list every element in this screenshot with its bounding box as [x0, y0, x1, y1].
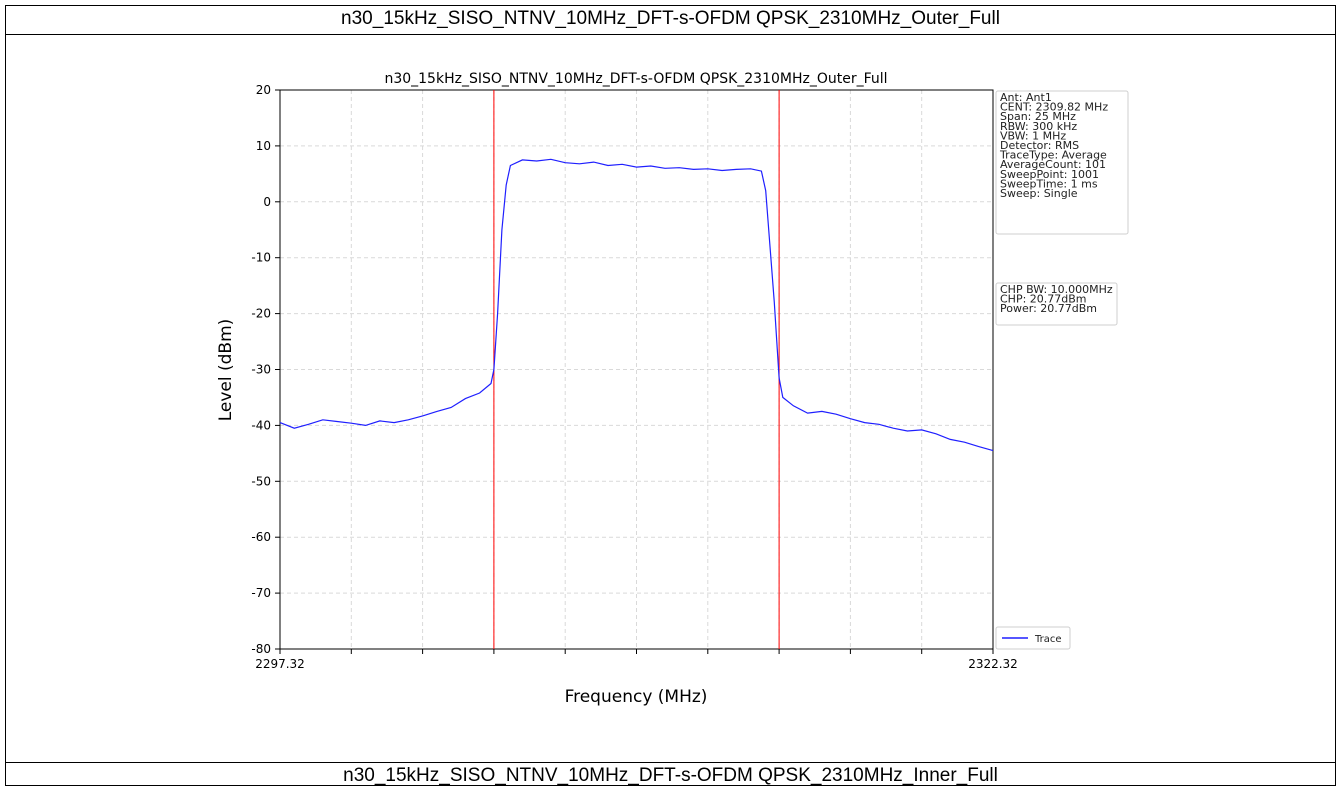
info-box-line: Sweep: Single [1000, 187, 1078, 200]
x-axis-label: Frequency (MHz) [565, 687, 708, 707]
info-box-line: RBW: 300 kHz [1000, 120, 1077, 133]
info-box-line: AverageCount: 101 [1000, 158, 1106, 171]
y-tick-label: -10 [251, 251, 271, 265]
info-box-line: VBW: 1 MHz [1000, 129, 1066, 142]
power-box-line: CHP: 20.77dBm [1000, 293, 1087, 306]
y-tick-label: -50 [251, 474, 271, 488]
info-box-line: SweepPoint: 1001 [1000, 168, 1099, 181]
legend-label: Trace [1034, 634, 1062, 645]
y-tick-label: 10 [256, 139, 271, 153]
info-box-line: Detector: RMS [1000, 139, 1079, 152]
power-box-line: CHP BW: 10.000MHz [1000, 283, 1113, 296]
info-box-line: SweepTime: 1 ms [1000, 177, 1098, 190]
x-tick-label: 2322.32 [968, 657, 1018, 671]
figure-caption-bottom: n30_15kHz_SISO_NTNV_10MHz_DFT-s-OFDM QPS… [6, 762, 1335, 789]
y-tick-label: -80 [251, 642, 271, 656]
legend-box [995, 626, 1071, 650]
figure-caption-top: n30_15kHz_SISO_NTNV_10MHz_DFT-s-OFDM QPS… [6, 6, 1335, 35]
x-tick-label: 2297.32 [255, 657, 305, 671]
info-box-line: TraceType: Average [999, 149, 1107, 162]
info-box-line: Span: 25 MHz [1000, 110, 1076, 123]
y-axis-label: Level (dBm) [216, 319, 236, 422]
y-tick-label: -30 [251, 363, 271, 377]
y-tick-label: 20 [256, 83, 271, 97]
chart-title: n30_15kHz_SISO_NTNV_10MHz_DFT-s-OFDM QPS… [384, 71, 887, 87]
y-tick-label: -70 [251, 586, 271, 600]
info-box-line: CENT: 2309.82 MHz [1000, 101, 1108, 114]
document-table: n30_15kHz_SISO_NTNV_10MHz_DFT-s-OFDM QPS… [5, 5, 1336, 786]
info-box [995, 90, 1129, 235]
power-box-line: Power: 20.77dBm [1000, 302, 1097, 315]
trace-line [279, 158, 994, 452]
y-tick-label: -40 [251, 418, 271, 432]
y-tick-label: -20 [251, 307, 271, 321]
power-box [995, 282, 1118, 326]
info-box-line: Ant: Ant1 [1000, 91, 1052, 104]
y-tick-label: -60 [251, 530, 271, 544]
y-tick-label: 0 [263, 195, 271, 209]
